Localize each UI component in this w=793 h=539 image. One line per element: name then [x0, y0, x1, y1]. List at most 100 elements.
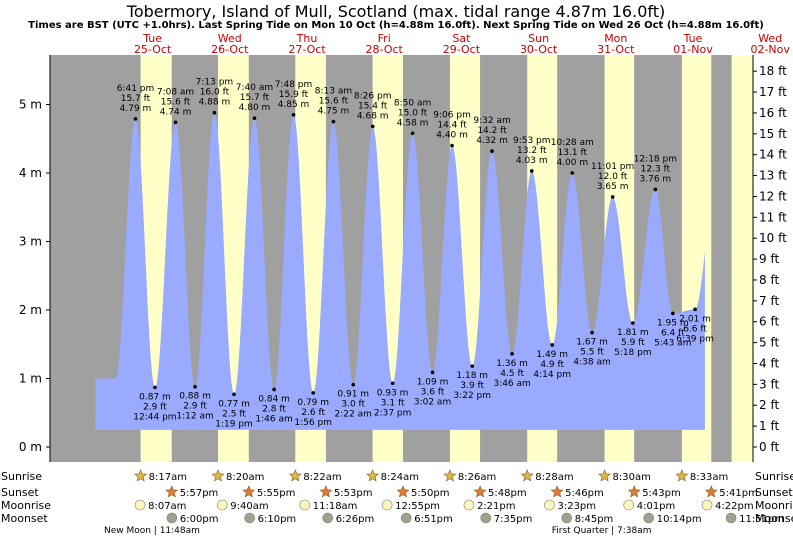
right-tick-label: 15 ft	[759, 127, 787, 141]
left-tick-label: 0 m	[19, 440, 42, 454]
tide-point	[529, 169, 534, 173]
tide-label-text: 4.85 m	[278, 100, 310, 110]
moonrise-icon	[544, 499, 555, 511]
sunset-row-label-right: Sunset	[755, 486, 793, 499]
tide-label-text: 3.1 ft	[381, 398, 405, 408]
tide-label-text: 0.84 m	[258, 394, 290, 404]
moonset-time: 6:51pm	[414, 514, 453, 525]
sunrise-icon	[211, 469, 225, 482]
moonset-icon	[561, 512, 573, 524]
moonset-time: 6:00pm	[180, 514, 219, 525]
tide-label-text: 4.5 ft	[500, 369, 524, 379]
tide-label-text: 1.09 m	[417, 377, 449, 387]
tide-point	[450, 143, 454, 148]
sunset-time: 5:46pm	[565, 488, 604, 499]
tide-label-text: 1:12 am	[176, 412, 213, 422]
tide-point	[470, 364, 475, 368]
tide-label-text: 5.5 ft	[580, 348, 604, 358]
tide-label-text: 9:06 pm	[433, 111, 471, 121]
sunset-icon	[319, 485, 333, 498]
tide-label-text: 4.00 m	[556, 158, 588, 168]
tide-point	[232, 392, 236, 397]
tide-point	[653, 187, 658, 192]
sunset-row-label: Sunset	[1, 486, 39, 499]
tide-label-text: 15.6 ft	[161, 97, 191, 107]
tide-point	[370, 124, 375, 129]
tide-point	[252, 116, 257, 120]
day-date: 28-Oct	[366, 43, 404, 56]
right-tick-label: 0 ft	[759, 440, 779, 454]
tide-label-text: 15.9 ft	[279, 90, 309, 100]
day-date: 02-Nov	[750, 43, 790, 56]
tide-label-text: 7:08 am	[157, 87, 194, 97]
tide-point	[351, 382, 356, 387]
tide-label-text: 4.74 m	[160, 107, 192, 117]
tide-label-text: 3.76 m	[640, 174, 672, 184]
tide-label-text: 2.8 ft	[262, 404, 286, 414]
tide-label-text: 7:13 pm	[196, 78, 234, 88]
sunrise-icon	[288, 469, 302, 482]
sunrise-icon	[366, 469, 380, 482]
tide-label-text: 3:46 am	[493, 379, 530, 389]
tide-label-text: 12.0 ft	[598, 172, 628, 182]
day-name: Thu	[296, 32, 318, 45]
moonset-icon	[322, 512, 333, 524]
tide-label-text: 4.75 m	[318, 107, 350, 117]
tide-label-text: 4.58 m	[397, 118, 429, 128]
tide-label-text: 0.88 m	[179, 392, 211, 402]
day-name: Wed	[758, 32, 782, 45]
tide-label-text: 6:39 pm	[676, 334, 714, 344]
sunrise-icon	[598, 469, 611, 482]
right-tick-label: 4 ft	[759, 356, 779, 370]
tide-label-text: 1.18 m	[456, 371, 488, 381]
left-tick-label: 2 m	[19, 303, 42, 317]
tide-point	[133, 117, 138, 121]
right-tick-label: 11 ft	[759, 210, 787, 224]
tide-label-text: 8:50 am	[394, 98, 431, 108]
tide-label-text: 3.65 m	[597, 182, 629, 192]
right-tick-label: 7 ft	[759, 294, 779, 308]
water-area	[95, 112, 705, 430]
right-tick-label: 1 ft	[759, 419, 779, 433]
moonset-icon	[166, 512, 178, 524]
day-name: Tue	[142, 32, 162, 45]
tide-label-text: 5:18 pm	[614, 348, 652, 358]
tide-point	[490, 149, 494, 153]
tide-label-text: 0.93 m	[377, 388, 409, 398]
sunrise-time: 8:33am	[690, 472, 728, 483]
moonrise-time: 2:21pm	[477, 501, 516, 512]
tide-label-text: 0.77 m	[218, 399, 250, 409]
sunset-icon	[165, 485, 179, 498]
right-tick-label: 9 ft	[759, 252, 779, 266]
moonset-time: 10:14pm	[657, 514, 702, 525]
tide-label-text: 5:43 am	[654, 338, 691, 348]
tide-label-text: 2.9 ft	[143, 402, 167, 412]
day-name: Wed	[218, 32, 242, 45]
tide-label-text: 6:41 pm	[117, 84, 155, 94]
tide-label-text: 0.87 m	[139, 392, 171, 402]
tide-label-text: 15.6 ft	[319, 97, 349, 107]
tide-label-text: 4.03 m	[516, 156, 548, 166]
day-date: 01-Nov	[673, 43, 713, 56]
moonrise-time: 3:23pm	[557, 501, 596, 512]
sunset-icon	[242, 485, 256, 498]
day-name: Sun	[528, 32, 549, 45]
tide-label-text: 14.2 ft	[477, 126, 507, 136]
day-name: Fri	[378, 32, 391, 45]
tide-point	[570, 171, 575, 175]
day-name: Tue	[683, 32, 703, 45]
moon-phase-label: First Quarter | 7:38am	[552, 526, 652, 536]
sunset-icon	[473, 485, 487, 498]
moonrise-icon	[216, 499, 228, 511]
tide-label-text: 1:46 am	[255, 414, 292, 424]
sunset-time: 5:43pm	[642, 488, 681, 499]
right-tick-label: 18 ft	[759, 64, 787, 78]
moonrise-row-label: Moonrise	[1, 499, 51, 512]
tide-point	[670, 311, 675, 316]
tide-label-text: 2.9 ft	[183, 402, 207, 412]
tide-label-text: 5.9 ft	[621, 338, 645, 348]
moonrise-time: 8:07am	[148, 501, 186, 512]
tide-point	[590, 330, 594, 335]
sunrise-time: 8:24am	[381, 472, 419, 483]
tide-label-text: 15.4 ft	[358, 101, 388, 111]
